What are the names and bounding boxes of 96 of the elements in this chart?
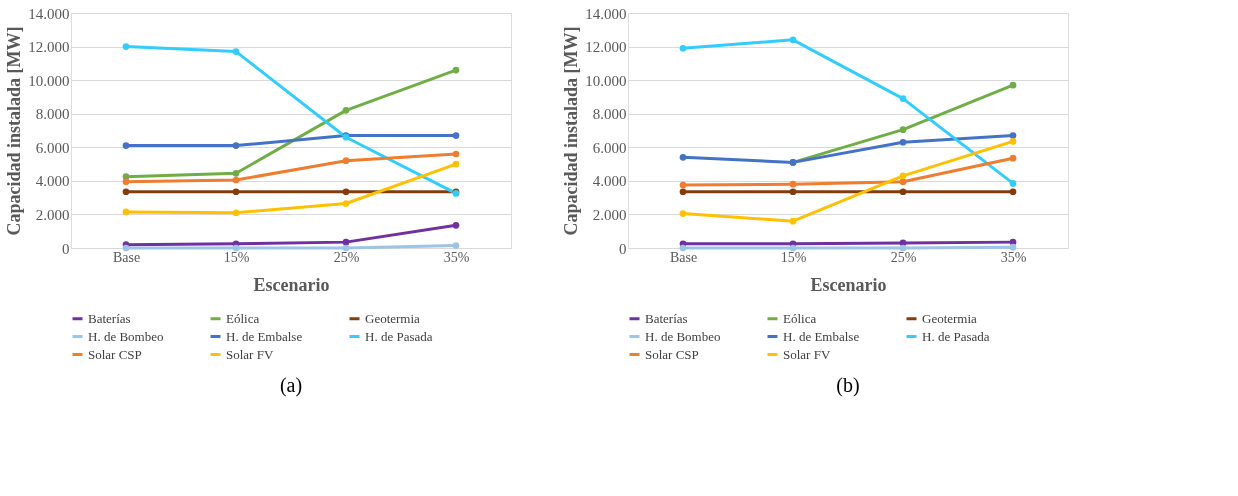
y-tick-label: 0 bbox=[62, 240, 70, 257]
legend-label: H. de Bombeo bbox=[88, 328, 164, 344]
x-tick-label: 25% bbox=[890, 249, 917, 265]
y-tick-label: 4.000 bbox=[35, 173, 70, 190]
legend-label: Eólica bbox=[783, 310, 817, 326]
y-tick-label: 12.000 bbox=[28, 39, 70, 56]
x-tick-label: 15% bbox=[780, 249, 807, 265]
point bbox=[899, 172, 907, 180]
x-tick-label: 15% bbox=[223, 249, 250, 265]
point bbox=[1009, 132, 1017, 139]
point bbox=[1009, 154, 1017, 162]
point bbox=[899, 178, 907, 186]
legend-label: Solar FV bbox=[226, 346, 274, 362]
y-tick-label: 12.000 bbox=[585, 39, 627, 56]
point bbox=[342, 244, 350, 252]
y-axis-title: Capacidad instalada [MW] bbox=[4, 26, 25, 236]
legend-label: Solar CSP bbox=[88, 346, 142, 362]
y-tick-label: 8.000 bbox=[592, 106, 627, 123]
y-tick-label: 4.000 bbox=[592, 173, 627, 190]
point bbox=[1009, 180, 1017, 187]
y-tick-label: 8.000 bbox=[35, 106, 70, 123]
x-tick-label: 35% bbox=[443, 249, 470, 265]
point bbox=[679, 181, 687, 189]
y-axis-title: Capacidad instalada [MW] bbox=[561, 26, 582, 236]
legend-label: Geotermia bbox=[922, 310, 978, 326]
point bbox=[789, 217, 797, 225]
x-tick-label: Base bbox=[669, 249, 698, 265]
text: (b) bbox=[836, 374, 860, 397]
legend-label: H. de Embalse bbox=[226, 328, 303, 344]
legend-label: H. de Bombeo bbox=[645, 328, 721, 344]
x-tick-label: 25% bbox=[333, 249, 360, 265]
point bbox=[452, 150, 460, 158]
point bbox=[679, 210, 687, 217]
point bbox=[122, 244, 130, 252]
point bbox=[342, 107, 350, 114]
point bbox=[232, 209, 240, 217]
point bbox=[452, 132, 460, 139]
x-axis-title: Escenario bbox=[810, 274, 887, 295]
point bbox=[899, 244, 907, 252]
y-tick-label: 0 bbox=[619, 240, 627, 257]
point bbox=[342, 238, 350, 246]
y-tick-label: 10.000 bbox=[585, 72, 627, 89]
point bbox=[1009, 188, 1017, 196]
legend-label: H. de Pasada bbox=[365, 328, 433, 344]
y-tick-label: 2.000 bbox=[592, 206, 627, 223]
point bbox=[342, 188, 350, 196]
legend-label: H. de Embalse bbox=[783, 328, 860, 344]
point bbox=[899, 126, 907, 134]
point bbox=[789, 180, 797, 188]
point bbox=[122, 142, 130, 149]
point bbox=[1009, 81, 1017, 89]
point bbox=[122, 188, 130, 196]
legend-label: Solar CSP bbox=[645, 346, 699, 362]
point bbox=[122, 43, 130, 50]
point bbox=[452, 66, 460, 74]
point bbox=[679, 44, 687, 52]
point bbox=[342, 200, 350, 207]
legend-label: Solar FV bbox=[783, 346, 831, 362]
legend-label: Eólica bbox=[226, 310, 260, 326]
text: (a) bbox=[279, 374, 303, 397]
point bbox=[232, 176, 240, 184]
point bbox=[452, 221, 460, 229]
point bbox=[232, 169, 240, 177]
x-tick-label: 35% bbox=[1000, 249, 1027, 265]
point bbox=[679, 188, 687, 196]
y-tick-label: 14.000 bbox=[585, 5, 627, 22]
y-tick-label: 6.000 bbox=[35, 139, 70, 156]
point bbox=[789, 36, 797, 44]
legend-label: Baterías bbox=[645, 310, 688, 326]
point bbox=[789, 244, 797, 252]
point bbox=[232, 244, 240, 252]
point bbox=[342, 157, 350, 165]
point bbox=[679, 154, 687, 161]
x-tick-label: Base bbox=[112, 249, 141, 265]
y-tick-label: 10.000 bbox=[28, 72, 70, 89]
point bbox=[122, 208, 130, 216]
point bbox=[232, 142, 240, 149]
point bbox=[232, 48, 240, 55]
point bbox=[1009, 243, 1017, 251]
point bbox=[452, 160, 460, 168]
legend-label: H. de Pasada bbox=[922, 328, 990, 344]
y-tick-label: 14.000 bbox=[28, 5, 70, 22]
legend-label: Baterías bbox=[88, 310, 131, 326]
point bbox=[122, 178, 130, 186]
point bbox=[899, 188, 907, 196]
point bbox=[1009, 138, 1017, 145]
point bbox=[899, 138, 907, 146]
point bbox=[679, 244, 687, 252]
y-tick-label: 2.000 bbox=[35, 206, 70, 223]
y-tick-label: 6.000 bbox=[592, 139, 627, 156]
point bbox=[452, 242, 460, 249]
legend-label: Geotermia bbox=[365, 310, 421, 326]
point bbox=[232, 188, 240, 196]
x-axis-title: Escenario bbox=[253, 274, 330, 295]
point bbox=[899, 95, 907, 102]
point bbox=[789, 188, 797, 196]
